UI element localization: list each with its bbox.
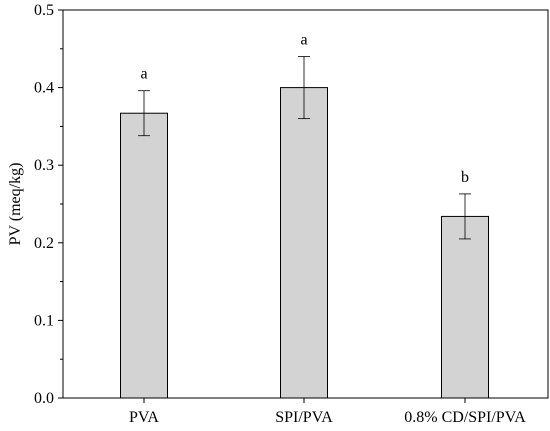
y-tick-label-1: 0.1 xyxy=(34,312,54,329)
significance-letters-layer: a a b xyxy=(140,32,469,186)
x-axis-ticks: PVA SPI/PVA 0.8% CD/SPI/PVA xyxy=(129,398,526,426)
y-tick-label-5: 0.5 xyxy=(34,2,54,19)
x-tick-label-1: PVA xyxy=(129,409,159,426)
y-tick-label-3: 0.3 xyxy=(34,157,54,174)
y-axis-label: PV (meq/kg) xyxy=(7,163,24,246)
bar-3 xyxy=(441,215,489,399)
x-tick-label-2: SPI/PVA xyxy=(275,409,333,426)
significance-letter-3: b xyxy=(461,169,469,186)
error-bars-layer xyxy=(138,56,471,240)
y-tick-label-2: 0.2 xyxy=(34,235,54,252)
bar-2 xyxy=(280,87,328,399)
y-tick-label-4: 0.4 xyxy=(34,80,54,97)
bar-1 xyxy=(120,112,168,399)
y-tick-label-0: 0.0 xyxy=(34,390,54,407)
bars-layer xyxy=(120,87,489,399)
significance-letter-2: a xyxy=(300,32,307,49)
x-tick-label-3: 0.8% CD/SPI/PVA xyxy=(404,409,526,426)
y-axis-ticks: 0.0 0.1 0.2 0.3 0.4 0.5 xyxy=(34,2,63,407)
significance-letter-1: a xyxy=(140,66,147,83)
